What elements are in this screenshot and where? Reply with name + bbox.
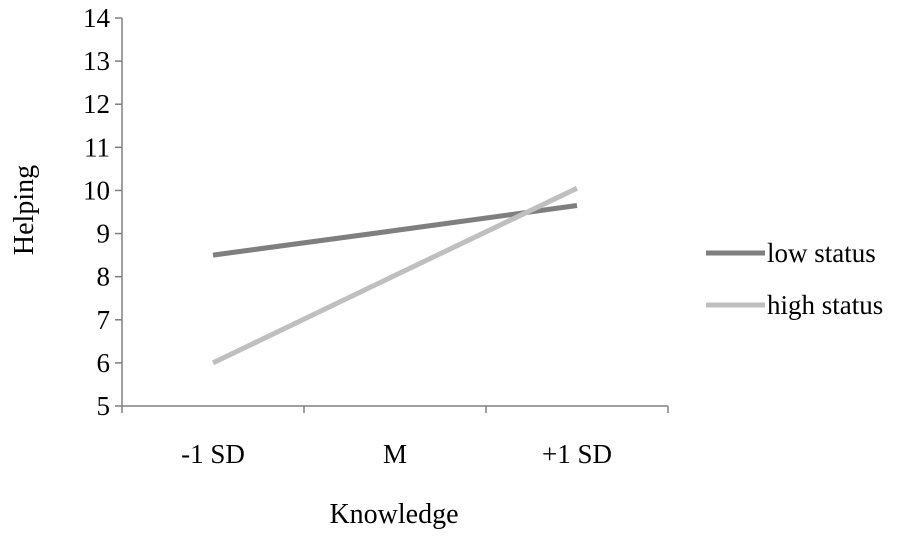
y-tick-label: 12 <box>83 89 110 119</box>
y-tick-label: 6 <box>97 348 111 378</box>
y-tick-label: 7 <box>97 305 111 335</box>
legend-label-high-status: high status <box>767 290 883 320</box>
y-tick-label: 10 <box>83 175 110 205</box>
x-tick-label: M <box>383 439 407 469</box>
y-axis: 5 6 7 8 9 10 11 12 13 14 <box>83 3 122 421</box>
x-axis-title: Knowledge <box>329 499 458 530</box>
legend-label-low-status: low status <box>767 238 876 268</box>
x-axis: -1 SD M +1 SD <box>122 406 668 469</box>
y-tick-label: 11 <box>84 132 110 162</box>
x-tick-label: +1 SD <box>542 439 612 469</box>
y-tick-label: 14 <box>83 3 111 33</box>
y-tick-label: 13 <box>83 46 110 76</box>
series-line-high-status <box>213 188 577 363</box>
y-tick-label: 9 <box>97 219 111 249</box>
y-tick-label: 5 <box>97 391 111 421</box>
legend: low status high status <box>706 238 883 320</box>
x-tick-label: -1 SD <box>181 439 245 469</box>
y-axis-title: Helping <box>9 165 40 255</box>
series-layer <box>213 188 577 363</box>
y-tick-label: 8 <box>97 262 111 292</box>
